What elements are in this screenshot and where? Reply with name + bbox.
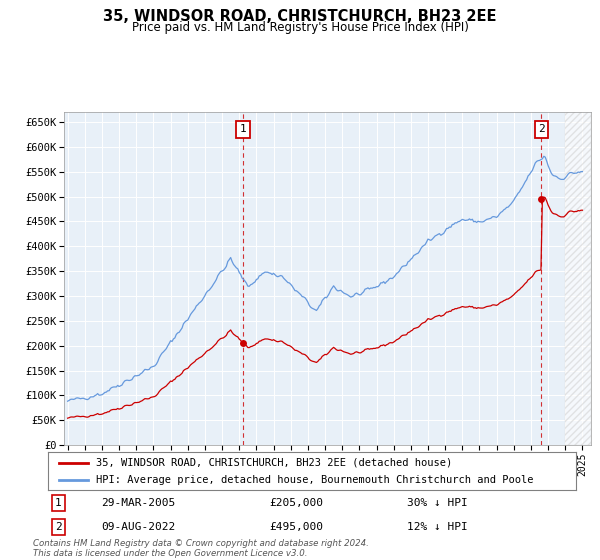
Text: 1: 1 [55,498,62,508]
Text: 1: 1 [240,124,247,134]
Text: 30% ↓ HPI: 30% ↓ HPI [407,498,468,508]
Text: £205,000: £205,000 [270,498,324,508]
Text: 35, WINDSOR ROAD, CHRISTCHURCH, BH23 2EE (detached house): 35, WINDSOR ROAD, CHRISTCHURCH, BH23 2EE… [95,458,452,468]
Text: 2: 2 [55,522,62,532]
Text: 29-MAR-2005: 29-MAR-2005 [101,498,175,508]
Text: 35, WINDSOR ROAD, CHRISTCHURCH, BH23 2EE: 35, WINDSOR ROAD, CHRISTCHURCH, BH23 2EE [103,9,497,24]
Text: Price paid vs. HM Land Registry's House Price Index (HPI): Price paid vs. HM Land Registry's House … [131,21,469,34]
Text: Contains HM Land Registry data © Crown copyright and database right 2024.
This d: Contains HM Land Registry data © Crown c… [33,539,369,558]
Text: 09-AUG-2022: 09-AUG-2022 [101,522,175,532]
Bar [565,112,591,445]
Text: HPI: Average price, detached house, Bournemouth Christchurch and Poole: HPI: Average price, detached house, Bour… [95,475,533,486]
Text: £495,000: £495,000 [270,522,324,532]
Text: 2: 2 [538,124,545,134]
Text: 12% ↓ HPI: 12% ↓ HPI [407,522,468,532]
